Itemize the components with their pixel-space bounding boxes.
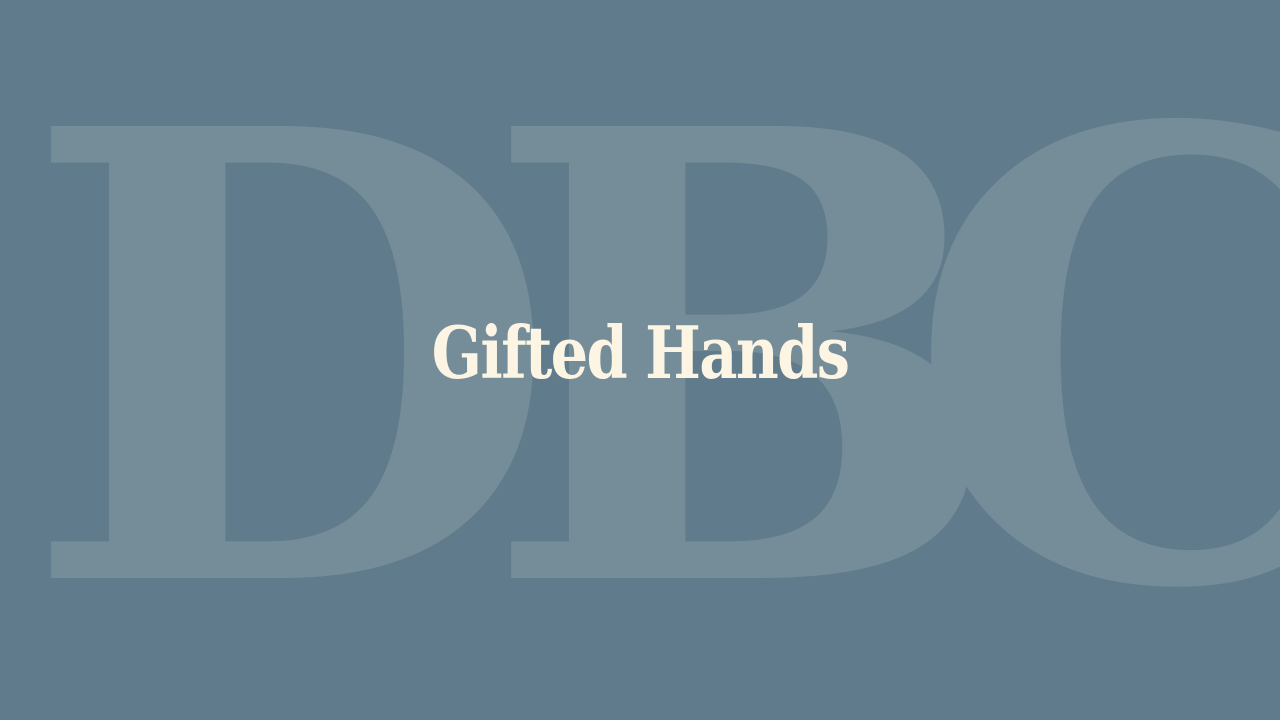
watermark-letter-c: C: [905, 0, 1280, 720]
watermark-letter-d: D: [22, 0, 560, 720]
title-text: Gifted Hands: [431, 310, 850, 395]
watermark-letter-b: B: [482, 0, 1006, 720]
